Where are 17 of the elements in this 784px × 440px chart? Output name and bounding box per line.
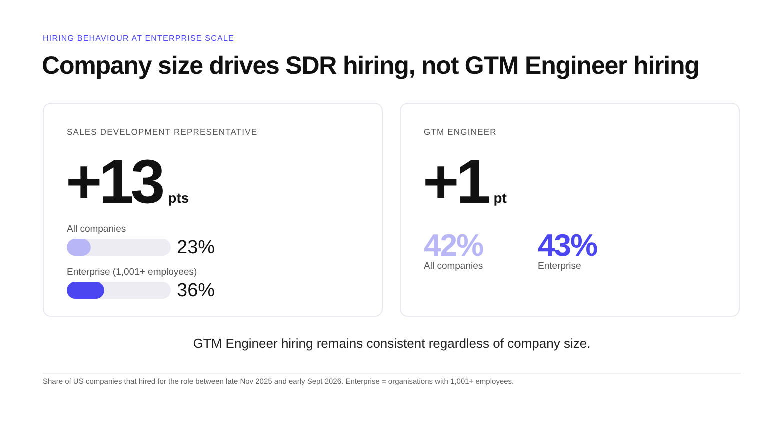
text: pts <box>168 190 190 206</box>
category-label: Enterprise <box>538 261 582 272</box>
text: pt <box>494 190 507 206</box>
category-label: All companies <box>67 224 126 235</box>
category-label: All companies <box>424 261 484 272</box>
text: +1 <box>423 148 488 217</box>
data-label: 36% <box>177 280 216 302</box>
annotation: +13 <box>66 148 162 217</box>
data-label: 23% <box>177 238 216 258</box>
text: 42% <box>424 228 484 263</box>
chart-title: SALES DEVELOPMENT REPRESENTATIVE <box>67 127 258 137</box>
text: 43% <box>538 228 598 263</box>
text: GTM ENGINEER <box>424 127 497 137</box>
category-label: Enterprise (1,001+ employees) <box>67 267 198 278</box>
text: HIRING BEHAVIOUR AT ENTERPRISE SCALE <box>43 34 234 43</box>
text: GTM Engineer hiring remains consistent regardless of company size. <box>192 336 592 351</box>
text: Company size drives SDR hiring, not GTM Engineer hiring <box>42 52 700 81</box>
